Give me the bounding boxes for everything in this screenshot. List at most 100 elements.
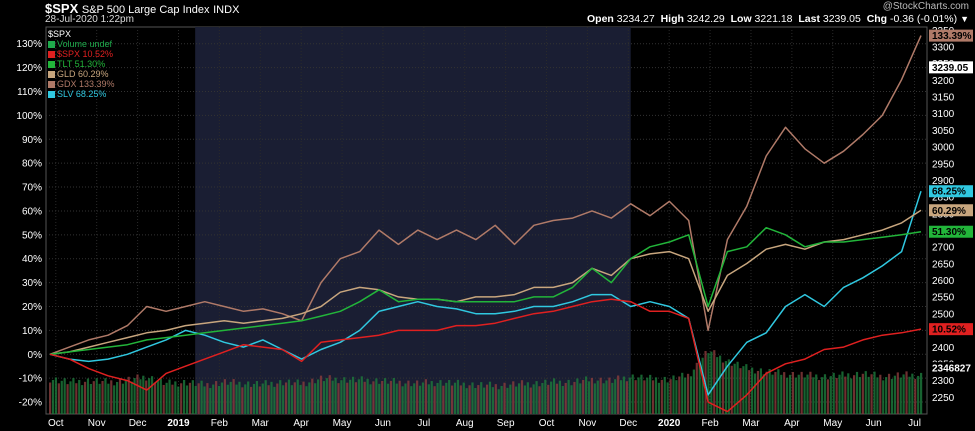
volume-bar	[815, 374, 818, 414]
volume-bar	[669, 379, 672, 414]
volume-bar	[861, 373, 864, 414]
volume-bar	[512, 381, 515, 414]
highlight-band	[195, 27, 631, 414]
value-tag-label: 68.25%	[932, 187, 966, 198]
volume-bar	[724, 361, 728, 414]
legend-swatch-icon	[48, 91, 55, 99]
volume-bar	[681, 372, 684, 414]
volume-bar	[384, 378, 387, 414]
volume-bar	[223, 379, 226, 414]
x-tick-label: Sep	[497, 418, 515, 429]
value-tag-label: 51.30%	[932, 227, 966, 238]
high-value: 3242.29	[686, 13, 725, 25]
volume-bar	[258, 386, 261, 414]
volume-bar	[238, 381, 241, 414]
volume-bar	[75, 383, 78, 414]
volume-bar	[739, 368, 742, 414]
volume-bar	[156, 380, 159, 414]
volume-bar	[130, 381, 133, 414]
volume-bar	[121, 383, 125, 414]
x-tick-label: May	[823, 418, 842, 429]
legend-item-label: GDX 133.39%	[57, 79, 115, 89]
volume-bar	[753, 373, 757, 414]
volume-bar	[334, 377, 337, 414]
volume-bar	[762, 374, 765, 414]
y-tick-label: 110%	[17, 87, 42, 98]
volume-bar	[835, 377, 838, 414]
volume-bar	[194, 385, 197, 414]
volume-bar	[911, 373, 914, 414]
volume-bar	[101, 381, 104, 414]
last-label: Last	[798, 13, 820, 25]
volume-bar	[471, 382, 474, 414]
volume-bar	[684, 377, 687, 414]
volume-bar	[273, 386, 276, 414]
y-tick-label: 40%	[22, 254, 42, 265]
volume-bar	[66, 384, 69, 414]
volume-bar	[736, 361, 739, 414]
volume-bar	[634, 380, 637, 414]
volume-bar	[340, 380, 343, 414]
volume-bar	[867, 376, 870, 414]
volume-bar	[666, 382, 669, 414]
volume-bar	[818, 380, 821, 414]
volume-bar	[197, 383, 200, 414]
volume-bar	[328, 375, 331, 414]
volume-bar	[832, 372, 835, 414]
legend: $SPX Volume undef $SPX 10.52% TLT 51.30%…	[48, 29, 115, 99]
volume-bar	[203, 386, 206, 414]
volume-bar	[716, 357, 719, 414]
x-tick-label: Jun	[866, 418, 882, 429]
volume-bar	[637, 377, 640, 414]
volume-bar	[771, 374, 774, 414]
legend-item: $SPX 10.52%	[48, 49, 115, 59]
x-tick-label: Apr	[293, 418, 309, 429]
volume-bar	[780, 374, 783, 414]
volume-bar	[314, 383, 317, 414]
legend-item: GDX 133.39%	[48, 79, 115, 89]
volume-bar	[698, 364, 701, 414]
volume-bar	[331, 380, 334, 414]
legend-item-label: GLD 60.29%	[57, 69, 109, 79]
volume-bar	[226, 384, 229, 414]
x-tick-label: Mar	[252, 418, 270, 429]
volume-bar	[820, 377, 824, 414]
y-tick-label: 70%	[22, 183, 42, 194]
down-arrow-icon: ▼	[960, 14, 969, 24]
volume-bar	[433, 386, 436, 414]
right-tick-label: 3300	[932, 43, 955, 54]
volume-bar	[654, 377, 658, 414]
high-label: High	[660, 13, 684, 25]
volume-bar	[826, 379, 829, 414]
volume-bar	[643, 380, 646, 414]
volume-bar	[255, 381, 259, 414]
volume-bar	[917, 375, 920, 414]
volume-bar	[436, 382, 439, 414]
y-tick-label: -10%	[19, 374, 42, 385]
volume-bar	[745, 364, 748, 414]
chart-header: $SPX S&P 500 Large Cap Index INDX 28-Jul…	[0, 0, 975, 26]
volume-bar	[311, 378, 314, 414]
volume-bar	[474, 387, 477, 414]
x-tick-label: 2019	[167, 418, 190, 429]
chg-value: -0.36 (-0.01%)	[890, 13, 958, 25]
series-line-gld	[49, 209, 922, 356]
volume-bar	[803, 377, 806, 414]
volume-bar	[882, 380, 885, 414]
legend-item: Volume undef	[48, 39, 115, 49]
volume-bar	[369, 384, 372, 414]
volume-bar	[69, 381, 72, 414]
volume-bar	[448, 379, 451, 414]
volume-bar	[468, 385, 471, 414]
volume-bar	[60, 380, 63, 414]
volume-bar	[110, 380, 113, 414]
volume-bar	[287, 379, 291, 414]
volume-bar	[733, 363, 736, 414]
value-tag	[929, 185, 973, 198]
volume-bar	[695, 362, 698, 414]
volume-bar	[401, 386, 404, 414]
x-tick-label: Apr	[784, 418, 800, 429]
last-value: 3239.05	[822, 13, 861, 25]
x-tick-label: Nov	[579, 418, 597, 429]
